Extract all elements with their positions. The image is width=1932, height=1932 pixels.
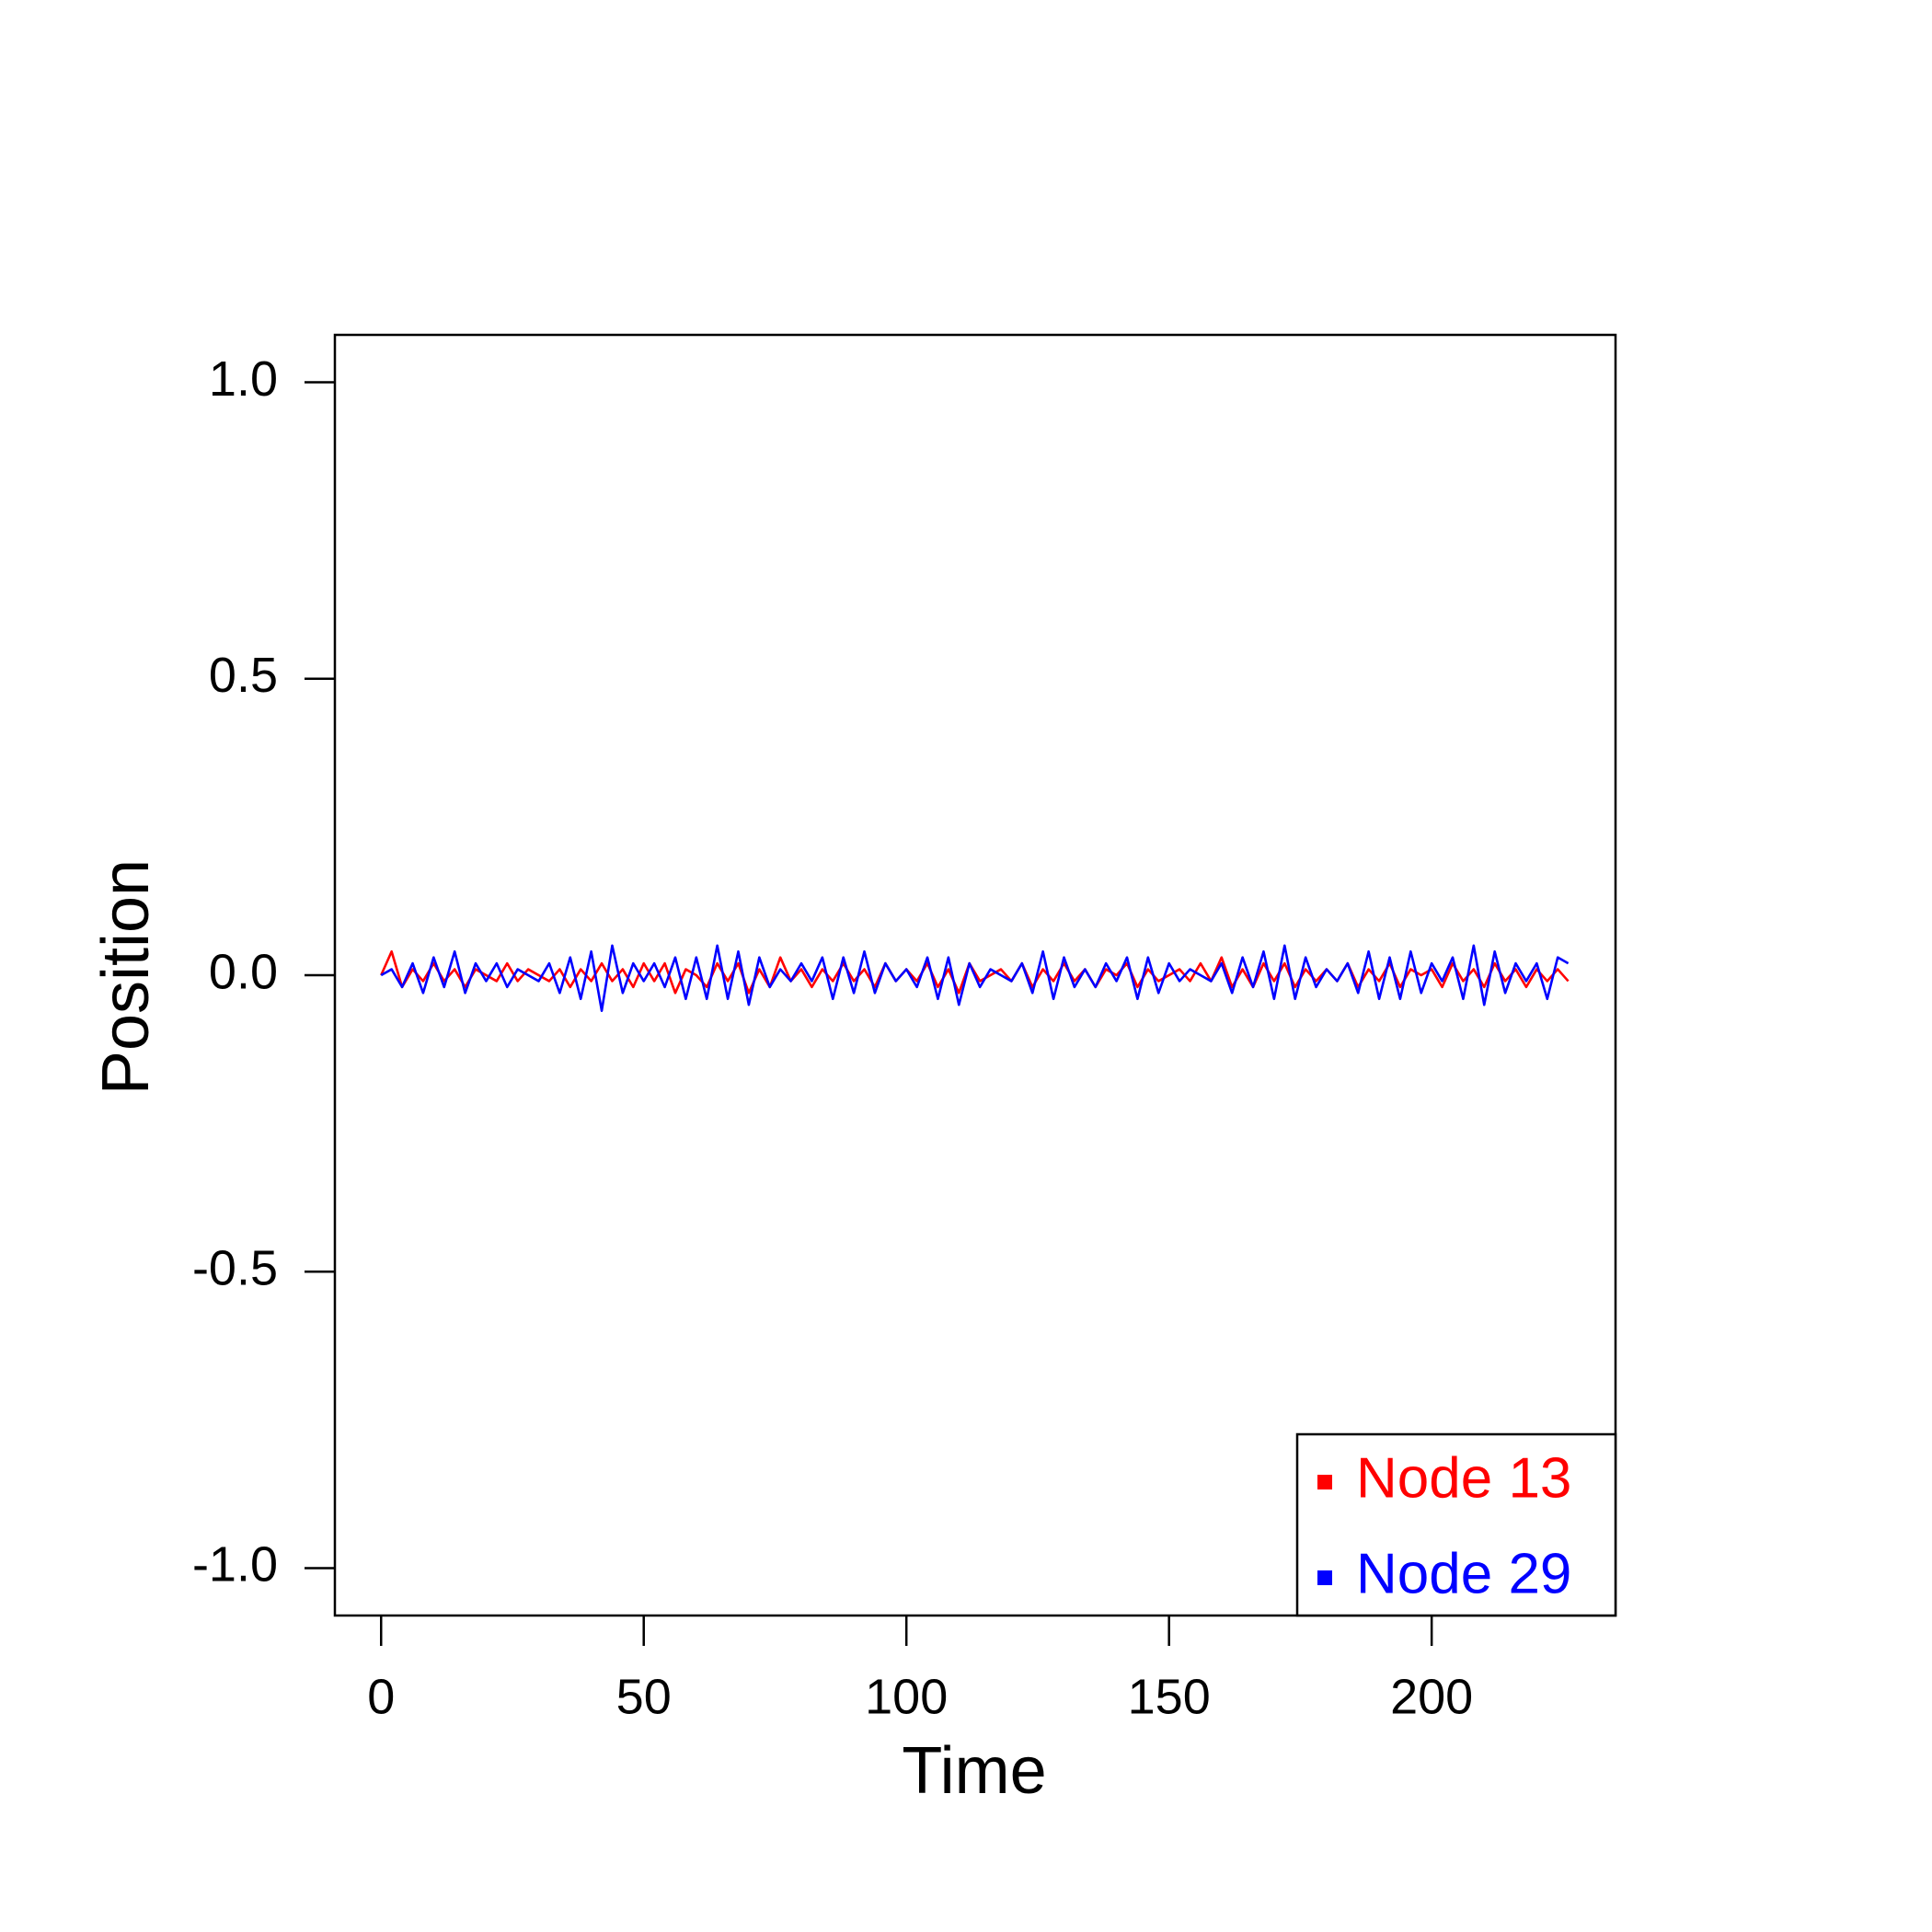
- legend-label: Node 29: [1356, 1542, 1571, 1605]
- y-tick-label: -0.5: [192, 1240, 278, 1295]
- x-axis-label: Time: [902, 1734, 1046, 1808]
- x-tick-label: 200: [1390, 1669, 1473, 1724]
- x-tick-label: 100: [865, 1669, 948, 1724]
- y-tick-label: 0.0: [209, 944, 278, 999]
- series-line: [380, 949, 1570, 995]
- x-tick-label: 0: [367, 1669, 395, 1724]
- series-line: [380, 944, 1570, 1012]
- legend-box: [1295, 1432, 1617, 1617]
- y-tick-label: -1.0: [192, 1537, 278, 1593]
- legend-label: Node 13: [1356, 1446, 1571, 1510]
- y-tick-label: 0.5: [209, 648, 278, 703]
- y-axis-label: Position: [89, 859, 163, 1095]
- legend-marker: [1317, 1570, 1332, 1585]
- legend-marker: [1317, 1475, 1332, 1489]
- y-tick-label: 1.0: [209, 351, 278, 407]
- x-tick-label: 150: [1128, 1669, 1211, 1724]
- x-tick-label: 50: [616, 1669, 672, 1724]
